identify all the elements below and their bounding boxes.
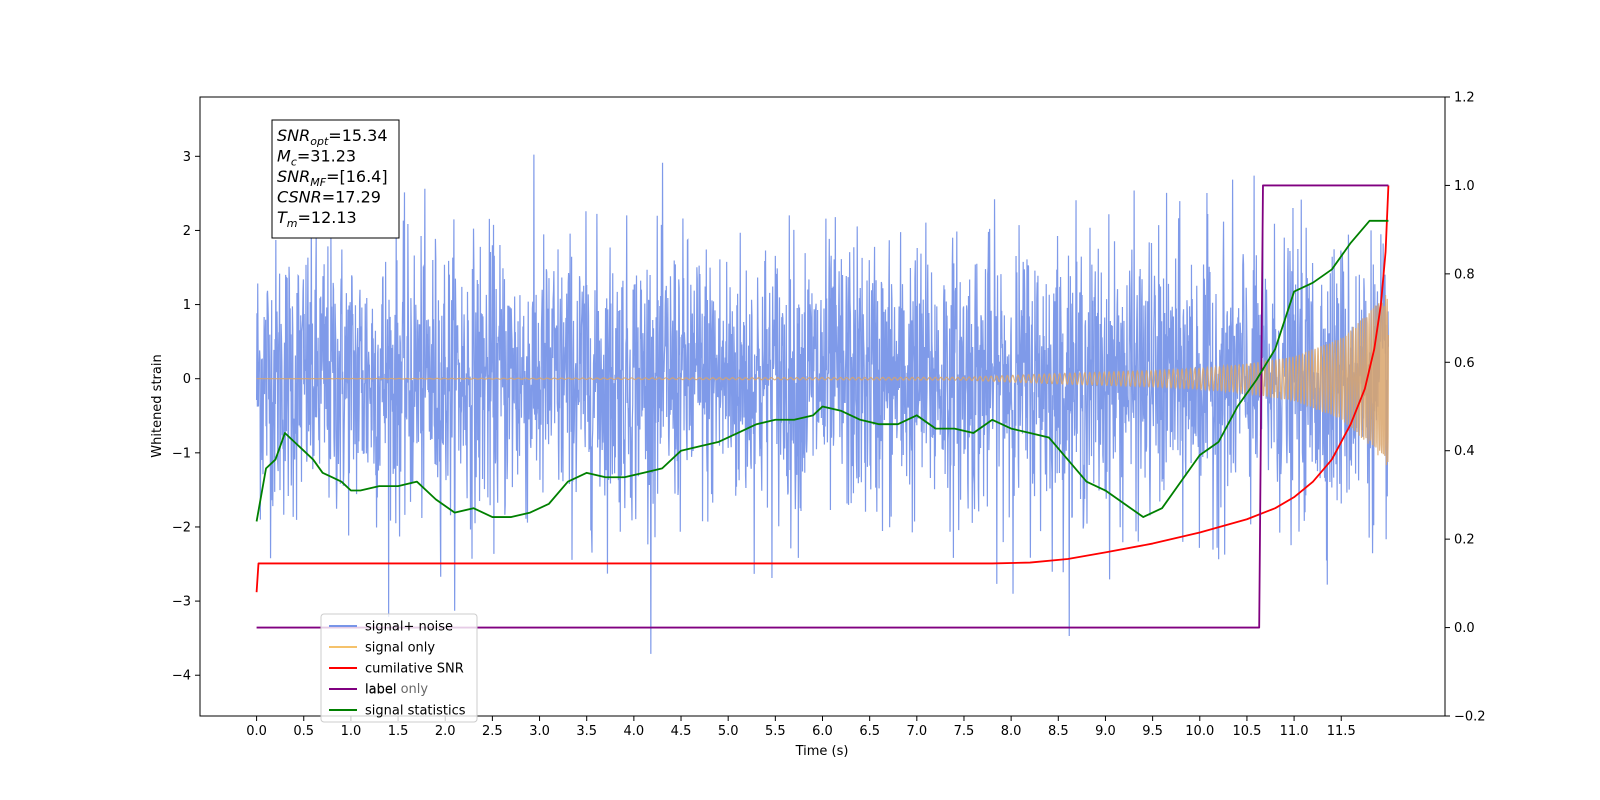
y-right-tick-label: 1.2 [1454, 91, 1475, 106]
y-right-tick-label: 0.4 [1454, 444, 1475, 459]
y-right-tick-label: 0.0 [1454, 621, 1475, 636]
x-tick-label: 9.0 [1095, 724, 1116, 739]
x-tick-label: 8.5 [1048, 724, 1069, 739]
legend-label: signal only [365, 641, 435, 656]
series-signal-only [256, 295, 1390, 466]
legend-label: cumilative SNR [365, 662, 464, 677]
x-tick-label: 6.5 [859, 724, 880, 739]
x-tick-label: 8.0 [1001, 724, 1022, 739]
legend-hidden-text: label only [365, 682, 428, 697]
x-tick-label: 3.5 [576, 724, 597, 739]
series-label [256, 184, 1389, 629]
x-tick-label: 10.0 [1185, 724, 1214, 739]
legend-label: label [365, 683, 396, 698]
x-tick-label: 1.0 [341, 724, 362, 739]
x-tick-label: 11.5 [1327, 724, 1356, 739]
y-right-tick-label: −0.2 [1454, 710, 1486, 725]
y-left-tick-label: −4 [172, 669, 191, 684]
y-axis-label: Whitened strain [150, 354, 165, 457]
legend: label only signal+ noise signal only cumila… [320, 613, 478, 723]
x-tick-label: 5.0 [718, 724, 739, 739]
annotation-box [271, 119, 400, 239]
legend-label: signal statistics [365, 704, 466, 719]
y-right-tick-label: 0.2 [1454, 533, 1475, 548]
x-tick-label: 2.0 [435, 724, 456, 739]
x-tick-label: 3.0 [529, 724, 550, 739]
y-right-tick-label: 0.8 [1454, 267, 1475, 282]
y-left-tick-label: −1 [172, 446, 191, 461]
series-signal-statistics [255, 219, 1389, 522]
legend-label: signal+ noise [365, 620, 453, 635]
y-left-tick-label: −3 [172, 595, 191, 610]
annotation-line: SNRMF=[16.4] [277, 167, 388, 189]
x-tick-label: 4.5 [671, 724, 692, 739]
axes-frame [199, 96, 1446, 717]
annotation-line: Tm=12.13 [277, 208, 357, 230]
x-tick-label: 0.5 [293, 724, 314, 739]
plot-area [255, 154, 1390, 654]
x-tick-label: 9.5 [1142, 724, 1163, 739]
x-tick-label: 1.5 [388, 724, 409, 739]
axis-ticks: 0.0 0.5 1.0 1.5 2.0 2.5 3.0 3.5 4.0 4.5 5.0 5.5 6.0 6… [172, 91, 1486, 740]
y-left-tick-label: 2 [183, 224, 191, 239]
metrics-annotation: SNRopt=15.34Mc=31.23SNRMF=[16.4]CSNR=17.… [271, 119, 400, 239]
legend-box [320, 613, 478, 723]
x-tick-label: 7.5 [954, 724, 975, 739]
series-cumulative-snr [255, 185, 1390, 593]
annotation-line: Mc=31.23 [277, 147, 356, 169]
y-left-tick-label: 0 [183, 372, 191, 387]
x-tick-label: 5.5 [765, 724, 786, 739]
y-right-tick-label: 0.6 [1454, 356, 1475, 371]
x-tick-label: 6.0 [812, 724, 833, 739]
annotation-line: CSNR=17.29 [277, 188, 381, 207]
y-right-tick-label: 1.0 [1454, 179, 1475, 194]
x-tick-label: 7.0 [906, 724, 927, 739]
y-left-tick-label: 1 [183, 298, 191, 313]
y-left-tick-label: −2 [172, 520, 191, 535]
x-tick-label: 0.0 [246, 724, 267, 739]
x-tick-label: 4.0 [624, 724, 645, 739]
x-tick-label: 2.5 [482, 724, 503, 739]
x-axis-label: Time (s) [795, 744, 849, 759]
annotation-line: SNRopt=15.34 [277, 126, 388, 148]
y-left-tick-label: 3 [183, 150, 191, 165]
x-tick-label: 10.5 [1232, 724, 1261, 739]
x-tick-label: 11.0 [1280, 724, 1309, 739]
